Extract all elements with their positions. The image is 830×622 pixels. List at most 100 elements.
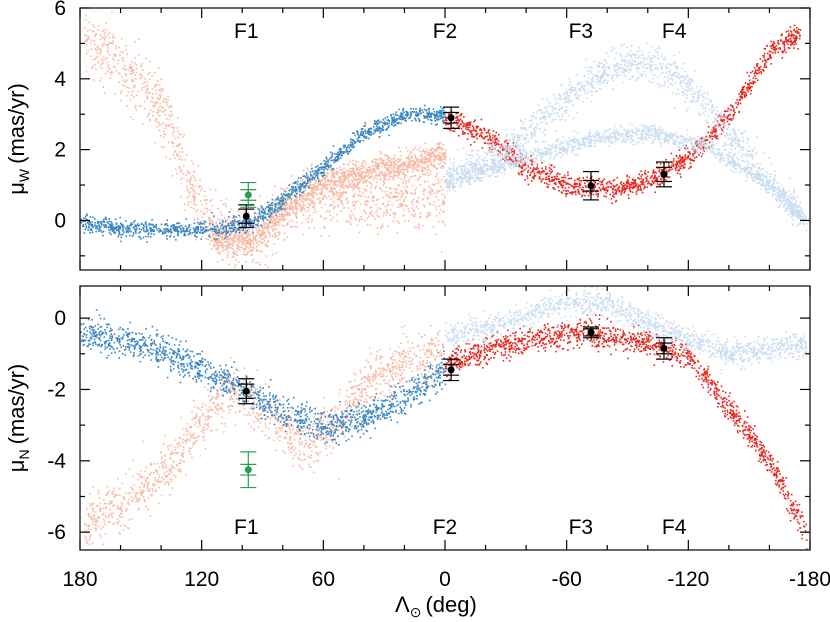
stream-point xyxy=(168,230,171,232)
stream-point xyxy=(353,132,355,134)
stream-point xyxy=(633,185,636,187)
stream-point xyxy=(158,98,161,100)
stream-point xyxy=(318,184,320,186)
stream-point xyxy=(157,108,159,110)
stream-point xyxy=(204,190,206,192)
stream-point xyxy=(184,203,186,205)
stream-point xyxy=(370,185,373,188)
stream-point xyxy=(199,229,202,232)
stream-point xyxy=(241,238,243,240)
stream-point xyxy=(108,220,110,223)
stream-point xyxy=(416,165,419,168)
stream-point xyxy=(372,132,375,135)
stream-point xyxy=(315,186,318,189)
stream-point xyxy=(402,161,405,163)
stream-point xyxy=(321,191,324,194)
stream-point xyxy=(176,153,179,155)
stream-point xyxy=(351,179,354,182)
stream-point xyxy=(378,126,380,128)
stream-point xyxy=(114,218,117,221)
stream-point xyxy=(400,190,402,192)
stream-point xyxy=(203,220,206,223)
stream-point xyxy=(345,177,347,180)
stream-point xyxy=(434,155,436,158)
stream-point xyxy=(180,171,182,173)
stream-point xyxy=(336,220,339,222)
stream-point xyxy=(228,238,230,240)
stream-point xyxy=(156,125,158,128)
stream-point xyxy=(439,151,441,154)
stream-point xyxy=(84,220,86,223)
stream-point xyxy=(344,146,346,148)
stream-point xyxy=(464,123,467,125)
stream-point xyxy=(383,174,385,177)
stream-point xyxy=(266,201,269,204)
stream-point xyxy=(320,201,322,203)
stream-point xyxy=(150,229,152,231)
stream-point xyxy=(341,154,343,157)
stream-point xyxy=(405,190,407,192)
stream-point xyxy=(212,228,214,231)
stream-point xyxy=(330,156,332,159)
stream-point xyxy=(160,106,163,108)
stream-point xyxy=(133,84,136,86)
stream-point xyxy=(394,196,396,199)
stream-point xyxy=(260,233,263,235)
stream-point xyxy=(112,34,114,36)
stream-point xyxy=(250,221,252,223)
stream-point xyxy=(274,185,276,188)
stream-point xyxy=(233,241,236,243)
stream-point xyxy=(798,37,801,40)
stream-point xyxy=(148,223,150,225)
stream-point xyxy=(192,184,194,186)
stream-point xyxy=(354,163,356,166)
stream-point xyxy=(267,266,269,269)
stream-point xyxy=(440,147,442,150)
stream-point xyxy=(600,183,602,186)
stream-point xyxy=(292,182,295,184)
stream-point xyxy=(311,189,313,191)
stream-point xyxy=(98,221,100,223)
stream-point xyxy=(275,198,277,200)
stream-point xyxy=(180,133,182,136)
stream-point xyxy=(266,227,268,230)
stream-point xyxy=(279,218,282,220)
stream-point xyxy=(691,153,694,155)
stream-point xyxy=(283,225,285,227)
stream-point xyxy=(339,153,342,155)
stream-point xyxy=(304,186,307,189)
stream-point xyxy=(120,90,123,92)
stream-point xyxy=(418,119,421,121)
stream-point xyxy=(404,163,407,165)
stream-point xyxy=(370,183,373,185)
stream-point xyxy=(622,185,625,187)
stream-point xyxy=(264,264,267,266)
stream-point xyxy=(712,131,714,133)
stream-point xyxy=(667,162,670,165)
stream-point xyxy=(393,154,396,156)
stream-point xyxy=(723,115,725,118)
stream-point xyxy=(357,182,359,185)
stream-point xyxy=(598,177,600,180)
stream-point xyxy=(314,166,317,168)
stream-point xyxy=(632,185,635,187)
stream-point xyxy=(294,194,296,197)
stream-point xyxy=(200,223,202,225)
stream-point xyxy=(360,195,363,198)
stream-point xyxy=(391,203,394,206)
stream-point xyxy=(444,152,447,154)
stream-point xyxy=(239,216,241,218)
stream-point xyxy=(352,201,354,204)
stream-point xyxy=(656,183,659,185)
stream-point xyxy=(382,128,384,131)
stream-point xyxy=(250,223,253,225)
stream-point xyxy=(408,117,410,120)
stream-point xyxy=(346,184,349,187)
stream-point xyxy=(428,202,431,205)
stream-point xyxy=(180,231,183,234)
stream-point xyxy=(379,208,382,210)
stream-point xyxy=(265,237,267,239)
stream-point xyxy=(200,210,202,212)
stream-point xyxy=(335,170,338,173)
stream-point xyxy=(582,177,584,179)
